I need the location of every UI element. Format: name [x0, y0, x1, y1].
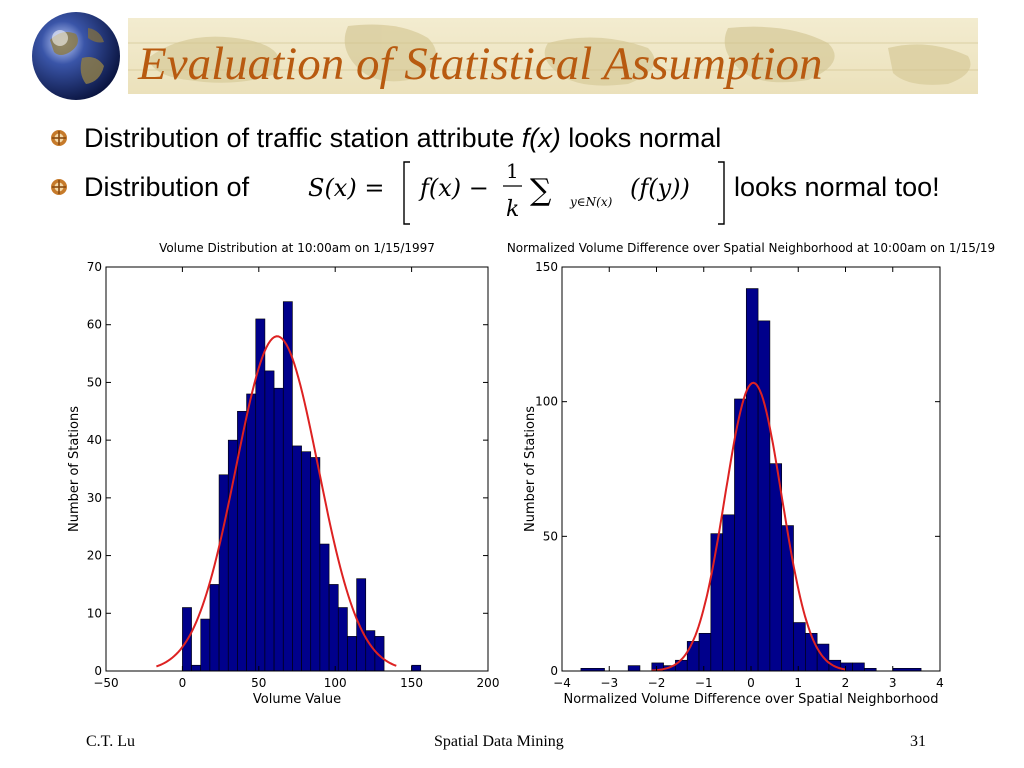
y-tick-label: 20 — [87, 549, 102, 563]
histogram-bar — [200, 618, 211, 672]
globe-icon — [32, 12, 120, 100]
page-number: 31 — [910, 733, 926, 750]
histogram-bar — [356, 578, 367, 672]
x-tick-label: 3 — [889, 676, 897, 690]
right-bracket — [718, 161, 725, 225]
histogram-bar — [769, 463, 783, 672]
histogram-bar — [264, 370, 275, 672]
bullet-item: Distribution of — [50, 170, 1010, 210]
x-tick-label: 150 — [400, 676, 423, 690]
slide-title: Evaluation of Statistical Assumption — [138, 38, 823, 90]
x-tick-label: −4 — [553, 676, 571, 690]
y-tick-label: 0 — [94, 664, 102, 678]
histogram-bar — [218, 474, 229, 672]
bullet-text-tail: looks normal too! — [734, 172, 940, 202]
y-tick-label: 40 — [87, 433, 102, 447]
bullet-item: Distribution of traffic station attribut… — [50, 121, 1010, 161]
bullet-text: Distribution of — [84, 172, 250, 202]
histogram-bar — [310, 457, 321, 672]
normal-fit-curve — [156, 335, 397, 668]
x-tick-label: −1 — [695, 676, 713, 690]
formula: S(x) = f(x) − 1 k ∑ y∈N(x) (f(y)) — [308, 159, 725, 225]
chart-title: Volume Distribution at 10:00am on 1/15/1… — [159, 241, 435, 255]
x-tick-label: 0 — [747, 676, 755, 690]
formula-subscript: y∈N(x) — [569, 195, 613, 209]
x-tick-label: −3 — [600, 676, 618, 690]
title-banner — [128, 18, 978, 94]
histogram-bar — [301, 451, 312, 672]
histogram-bar — [191, 664, 202, 672]
histogram-bar — [734, 398, 747, 672]
plot-frame — [105, 266, 489, 672]
y-axis-label: Number of Stations — [67, 406, 82, 532]
y-tick-label: 10 — [87, 606, 102, 620]
footer-title: Spatial Data Mining — [434, 733, 564, 750]
x-tick-label: 1 — [794, 676, 802, 690]
histogram-bar — [347, 636, 357, 672]
y-tick-label: 50 — [87, 375, 102, 389]
bullet-icon — [51, 179, 67, 195]
histogram-bar — [852, 662, 865, 672]
formula-lhs: S(x) = — [308, 174, 384, 202]
histogram-bar — [411, 664, 422, 672]
formula-frac-num: 1 — [506, 159, 519, 183]
normal-fit-curve — [651, 381, 846, 672]
y-tick-label: 60 — [87, 318, 102, 332]
histogram-bar — [722, 514, 735, 672]
histogram-bar — [319, 543, 330, 672]
x-axis-label: Volume Value — [253, 692, 341, 707]
x-tick-label: −50 — [93, 676, 118, 690]
histogram-bar — [745, 288, 759, 672]
histogram-bar — [805, 632, 818, 672]
chart-title: Normalized Volume Difference over Spatia… — [507, 241, 995, 255]
histogram-bar — [710, 533, 723, 672]
bullet-text-suffix: looks normal — [560, 123, 722, 153]
x-tick-label: 4 — [936, 676, 944, 690]
histogram-bar — [273, 387, 284, 672]
formula-frac-den: k — [506, 197, 519, 222]
histogram-bar — [292, 445, 302, 672]
bullet-text-italic: f(x) — [521, 123, 561, 153]
histogram-bar — [627, 665, 641, 672]
y-tick-label: 100 — [535, 395, 558, 409]
bullet-text-prefix: Distribution of traffic station attribut… — [84, 123, 522, 153]
x-tick-label: 100 — [324, 676, 347, 690]
world-map-texture — [128, 24, 978, 86]
y-tick-label: 70 — [87, 260, 102, 274]
x-axis-label: Normalized Volume Difference over Spatia… — [563, 692, 938, 707]
x-tick-label: 200 — [477, 676, 500, 690]
x-tick-label: 50 — [251, 676, 266, 690]
histogram-bar — [337, 607, 348, 672]
left-bracket — [403, 161, 410, 225]
histogram-bar — [793, 622, 806, 672]
histogram-bar — [675, 659, 688, 672]
y-tick-label: 50 — [543, 529, 558, 543]
histogram-bar — [781, 525, 794, 672]
bullet-text: Distribution of traffic station attribut… — [84, 121, 721, 155]
histogram-bar — [328, 584, 339, 672]
histogram-bar — [227, 439, 238, 672]
histogram-volume: Volume Distribution at 10:00am on 1/15/1… — [67, 241, 499, 707]
histogram-bar — [698, 632, 712, 672]
histogram-bar — [246, 393, 257, 672]
formula-sum: ∑ — [530, 173, 552, 208]
formula-term: (f(y)) — [630, 174, 690, 202]
histogram-bar — [757, 320, 771, 672]
y-tick-label: 30 — [87, 491, 102, 505]
y-tick-label: 150 — [535, 260, 558, 274]
x-tick-label: 2 — [842, 676, 850, 690]
bullet-icon — [51, 130, 67, 146]
histogram-bar — [686, 641, 700, 672]
histogram-bar — [209, 584, 220, 672]
footer-author: C.T. Lu — [86, 733, 136, 750]
y-axis-label: Number of Stations — [523, 406, 538, 532]
x-tick-label: −2 — [648, 676, 666, 690]
histogram-bar — [365, 630, 376, 672]
y-tick-label: 0 — [550, 664, 558, 678]
formula-fx: f(x) − — [418, 174, 489, 202]
x-tick-label: 0 — [179, 676, 187, 690]
histogram-normalized-difference: Normalized Volume Difference over Spatia… — [507, 241, 995, 707]
